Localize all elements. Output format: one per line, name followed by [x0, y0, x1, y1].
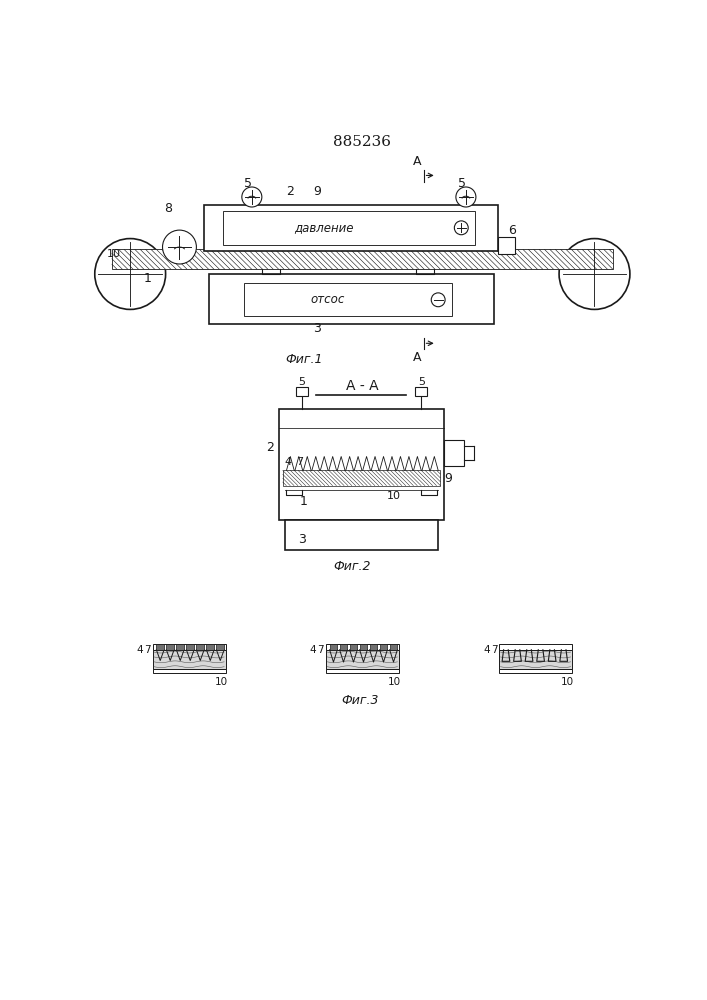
Circle shape [456, 187, 476, 207]
Text: 3: 3 [298, 533, 306, 546]
Circle shape [431, 293, 445, 307]
Bar [360, 644, 368, 650]
Bar [283, 470, 440, 486]
Bar [339, 644, 347, 650]
Bar [370, 644, 378, 650]
Ellipse shape [559, 239, 630, 309]
Bar [390, 644, 397, 650]
Text: 10: 10 [387, 491, 401, 501]
Text: 7: 7 [491, 645, 498, 655]
Bar [296, 387, 308, 396]
Text: 2: 2 [286, 185, 293, 198]
Text: 4: 4 [483, 645, 490, 655]
Text: 885236: 885236 [333, 135, 391, 149]
Bar [499, 644, 572, 650]
Text: 7: 7 [296, 457, 303, 467]
Text: 4: 4 [215, 218, 223, 231]
Bar [326, 650, 399, 669]
Text: A: A [413, 351, 421, 364]
Bar [244, 283, 452, 316]
Circle shape [163, 230, 197, 264]
Text: Фиг.3: Фиг.3 [341, 694, 378, 707]
Circle shape [242, 187, 262, 207]
Bar [153, 669, 226, 673]
Text: 2: 2 [266, 441, 274, 454]
Text: 5: 5 [458, 177, 466, 190]
Bar [204, 205, 498, 251]
Bar [176, 644, 184, 650]
Text: 10: 10 [214, 677, 228, 687]
Text: 4: 4 [136, 645, 144, 655]
Text: 4: 4 [284, 457, 291, 467]
Text: 3: 3 [313, 322, 321, 335]
Text: Фиг.1: Фиг.1 [286, 353, 323, 366]
Text: 10: 10 [107, 249, 121, 259]
Bar [444, 440, 464, 466]
Text: Фиг.2: Фиг.2 [333, 560, 370, 573]
Text: A: A [413, 155, 421, 168]
Text: 10: 10 [561, 677, 574, 687]
Bar [499, 669, 572, 673]
Bar [216, 644, 224, 650]
Text: 7: 7 [317, 645, 325, 655]
Bar [156, 644, 164, 650]
Bar [223, 211, 475, 245]
Bar [350, 644, 357, 650]
Bar [285, 520, 438, 550]
Text: 9: 9 [444, 472, 452, 485]
Bar [415, 387, 428, 396]
Bar [166, 644, 174, 650]
Bar [112, 249, 613, 269]
Bar [187, 644, 194, 650]
Text: 1: 1 [300, 495, 308, 508]
Text: 1: 1 [144, 272, 152, 285]
Text: 5: 5 [244, 177, 252, 190]
Text: 5: 5 [298, 377, 305, 387]
Text: 5: 5 [418, 377, 425, 387]
Bar [206, 644, 214, 650]
Circle shape [455, 221, 468, 235]
Ellipse shape [95, 239, 165, 309]
Bar [153, 644, 226, 650]
Text: 4: 4 [310, 645, 317, 655]
Bar [326, 644, 399, 650]
Text: А - А: А - А [346, 379, 378, 393]
Text: 9: 9 [313, 185, 321, 198]
Bar [329, 644, 337, 650]
Bar [197, 644, 204, 650]
Bar [498, 237, 515, 254]
Text: 6: 6 [508, 224, 516, 237]
Text: 10: 10 [387, 677, 401, 687]
Text: 7: 7 [144, 645, 151, 655]
Text: 8: 8 [164, 202, 172, 215]
Bar [326, 669, 399, 673]
Bar [209, 274, 494, 324]
Bar [279, 409, 444, 520]
Text: 7: 7 [482, 222, 490, 235]
Text: давление: давление [294, 221, 354, 234]
Text: отсос: отсос [310, 293, 344, 306]
Bar [153, 650, 226, 669]
Bar [499, 650, 572, 669]
Bar [380, 644, 387, 650]
